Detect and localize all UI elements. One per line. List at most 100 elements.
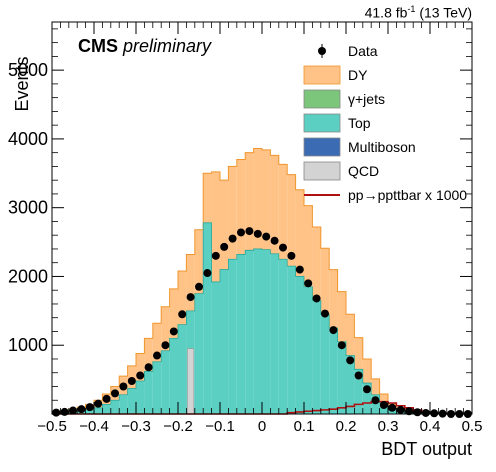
y-tick-label: 3000 [8,198,48,218]
legend-label: Data [348,43,378,59]
bar-dy [236,159,246,255]
data-point [119,382,128,391]
bar-dy [194,229,204,294]
bar-dy [211,171,220,282]
data-point [186,293,195,302]
bar-dy [346,314,355,356]
data-point [287,251,296,260]
x-tick-label: −0.5 [37,418,67,435]
legend-swatch-multiboson [303,137,341,157]
bar-top [144,371,153,414]
data-point [354,371,363,380]
bar-dy [312,226,321,301]
bar-top [295,276,304,414]
bar-top [178,324,187,414]
bar-top [270,253,279,414]
bar-top [371,394,380,414]
legend-swatch-top [303,113,341,133]
bar-top [362,383,372,414]
y-axis-label: Events [12,56,32,111]
y-tick-label: 5000 [8,60,48,80]
experiment-status: preliminary [123,36,212,56]
lumi-energy: (13 TeV) [415,4,472,21]
data-point [295,265,304,274]
bar-dy [278,164,288,260]
x-tick-label: 0.5 [462,418,483,435]
bar-top [346,355,355,414]
data-point [94,399,103,408]
bar-top [203,222,212,414]
legend-label: pp→ppttbar x 1000 [348,187,467,203]
data-point [69,406,77,415]
bar-dy [169,288,178,339]
experiment-label: CMS preliminary [78,36,211,57]
data-point [220,242,229,251]
bar-top [220,269,229,414]
data-point [102,394,111,403]
bar-dy [253,148,262,249]
data-point [195,282,203,291]
x-tick-label: −0.1 [205,418,235,435]
bar-dy [379,394,388,403]
bar-dy [287,174,296,267]
data-point [405,407,413,416]
dy-outline [51,148,472,415]
legend-swatch-qcd [303,161,341,181]
lumi-value: 41.8 fb [364,4,408,21]
data-point [312,294,321,303]
data-point [144,363,153,372]
bar-dy [304,205,313,287]
bar-dy [178,270,187,325]
luminosity-label: 41.8 fb-1 (13 TeV) [365,4,472,21]
bar-dy [161,306,170,351]
data-point [388,403,397,412]
legend-marker [318,47,326,55]
bar-top [127,388,136,414]
data-point [279,243,287,252]
bar-dy [136,353,145,381]
data-point [169,327,178,336]
data-point [111,389,119,398]
bar-top [211,281,220,414]
data-point [237,228,245,237]
data-point [52,408,61,417]
legend-label: QCD [348,163,379,179]
data-point [211,251,220,260]
bar-dy [337,291,346,342]
bar-top [312,300,321,414]
data-point [127,376,136,385]
data-point [253,229,262,238]
bar-top [278,259,288,414]
data-point [270,236,279,245]
bar-top [94,407,103,414]
bar-top [102,404,111,414]
legend-swatch-gjets [303,89,341,109]
bar-top [236,254,246,414]
x-tick-label: 0 [258,418,266,435]
bar-dy [186,254,195,311]
data-point [329,326,338,335]
bar-dy [362,358,372,384]
data-point [153,351,161,360]
data-point [337,341,346,350]
x-tick-label: 0.1 [294,418,315,435]
y-tick-label: 1000 [8,335,48,355]
bar-top [337,341,346,414]
bar-dy [295,189,304,277]
data-point [363,385,371,394]
x-axis: −0.5 −0.4 −0.3 −0.2 −0.1 0 0.1 0.2 0.3 0.4 0.5 [37,22,482,435]
bar-dy [320,248,330,315]
data-point [430,409,439,418]
bar-dy [270,155,279,254]
bar-top [152,361,162,414]
bar-top [119,394,128,414]
stacked-histogram [51,148,472,415]
data-point [321,309,329,318]
data-point [85,403,94,412]
bar-dy [220,180,229,270]
x-tick-label: −0.2 [163,418,193,435]
bar-dy [329,269,338,329]
bar-dy [228,166,237,260]
data-point [346,356,355,365]
bar-qcd [187,348,195,415]
